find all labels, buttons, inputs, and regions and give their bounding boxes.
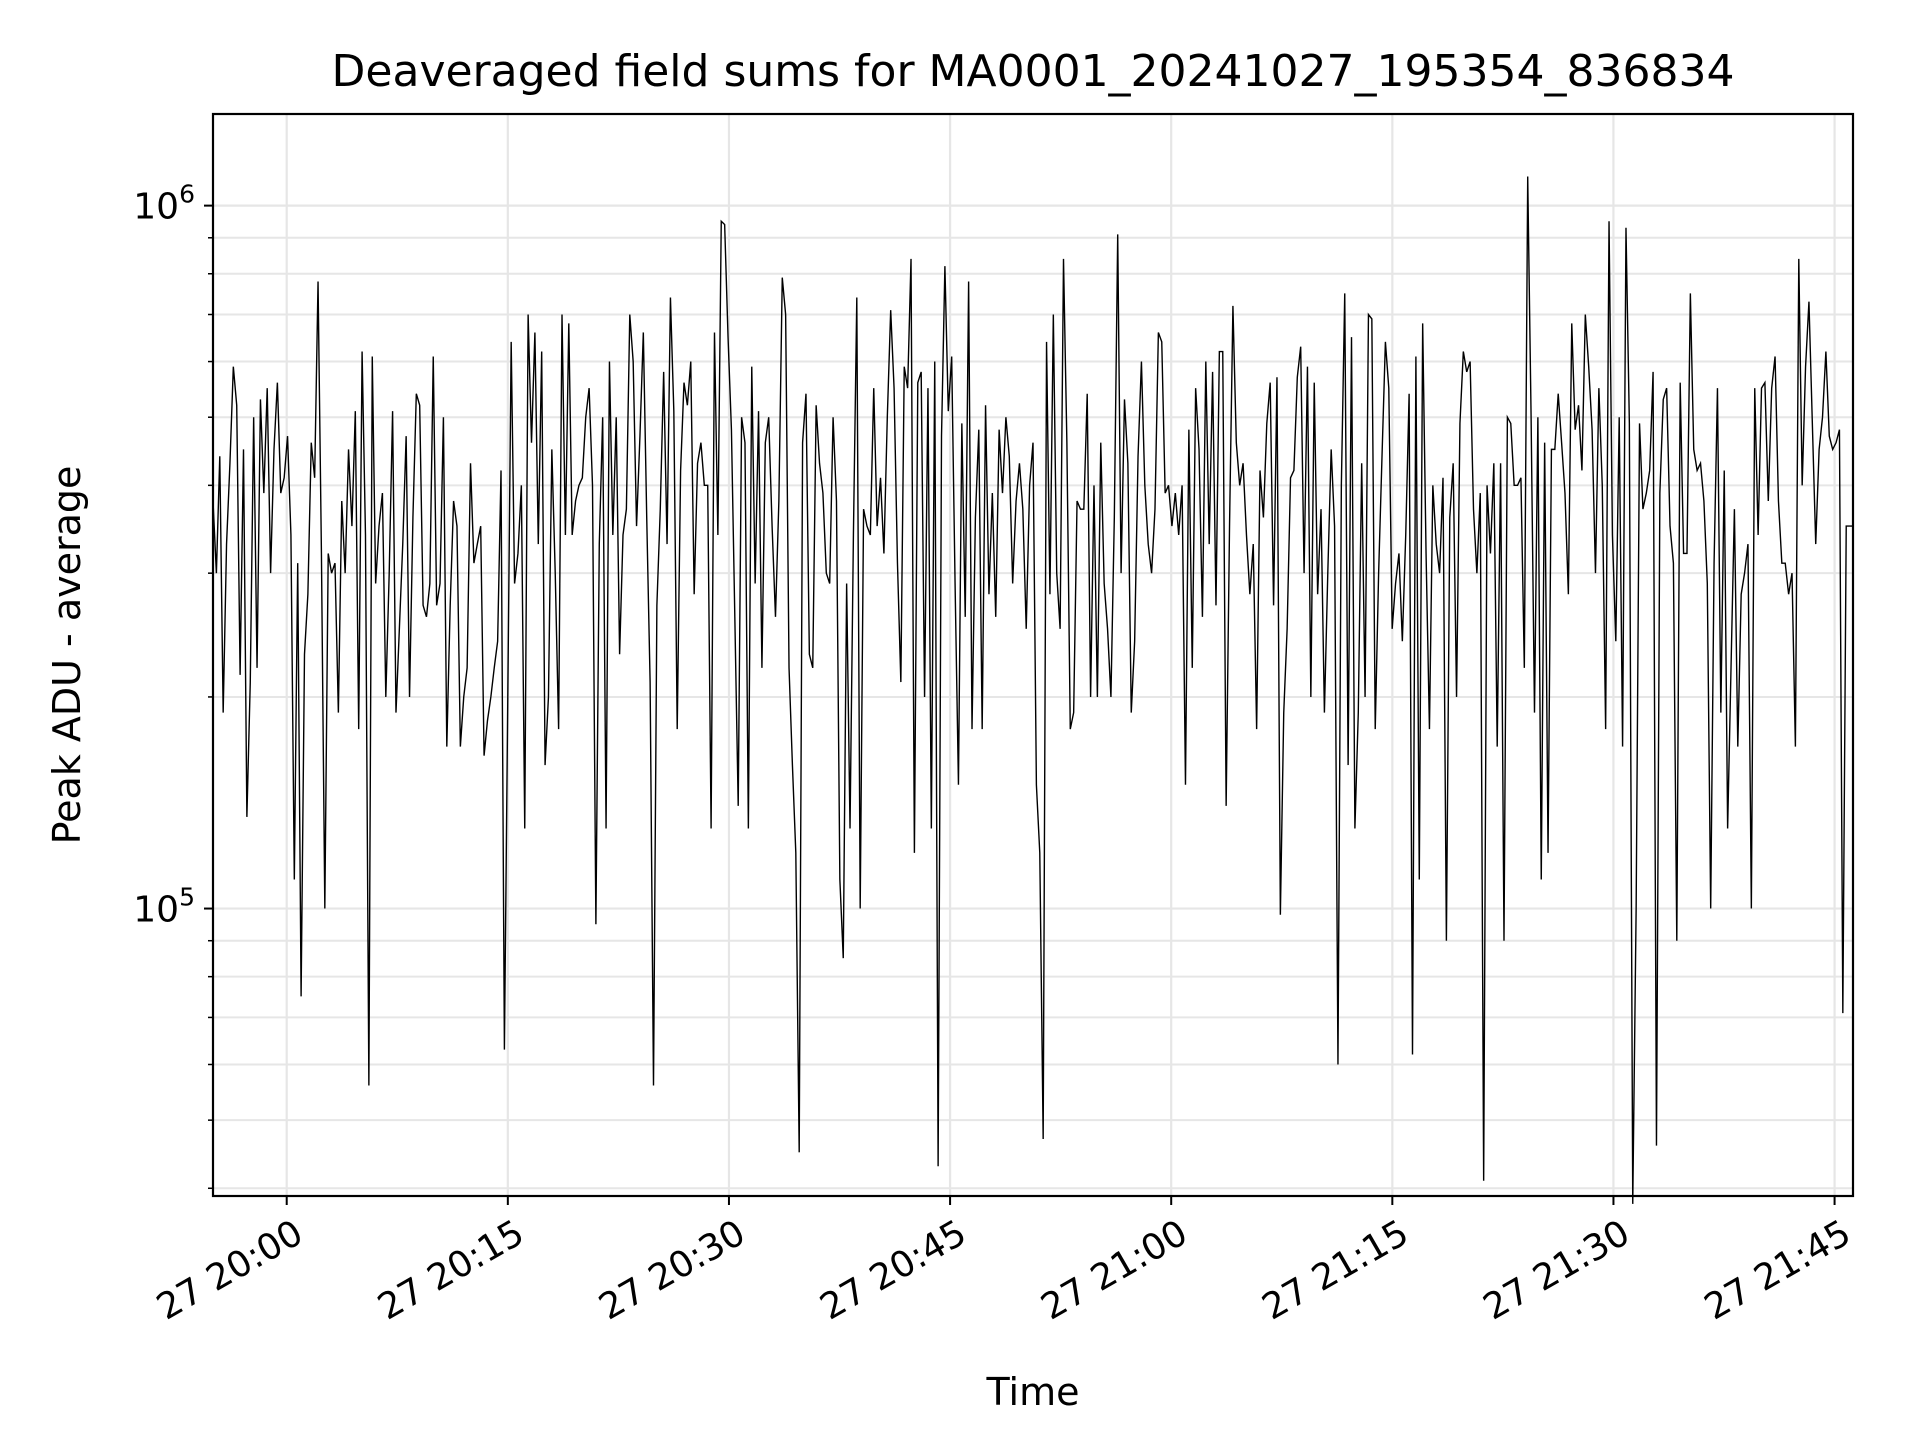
y-tick-label: 105: [133, 883, 195, 931]
chart-title: Deaveraged field sums for MA0001_2024102…: [332, 46, 1735, 97]
series-layer: [212, 176, 1853, 1204]
x-axis-label: Time: [986, 1370, 1080, 1414]
y-tick-base: 10: [133, 187, 179, 228]
y-tick-label: 106: [133, 180, 195, 228]
series-line: [212, 176, 1853, 1204]
plot-frame: [211, 112, 1855, 1198]
y-tick-exponent: 6: [179, 180, 195, 209]
y-axis-label: Peak ADU - average: [45, 466, 89, 845]
y-tick-base: 10: [133, 890, 179, 931]
y-tick-exponent: 5: [179, 883, 195, 912]
